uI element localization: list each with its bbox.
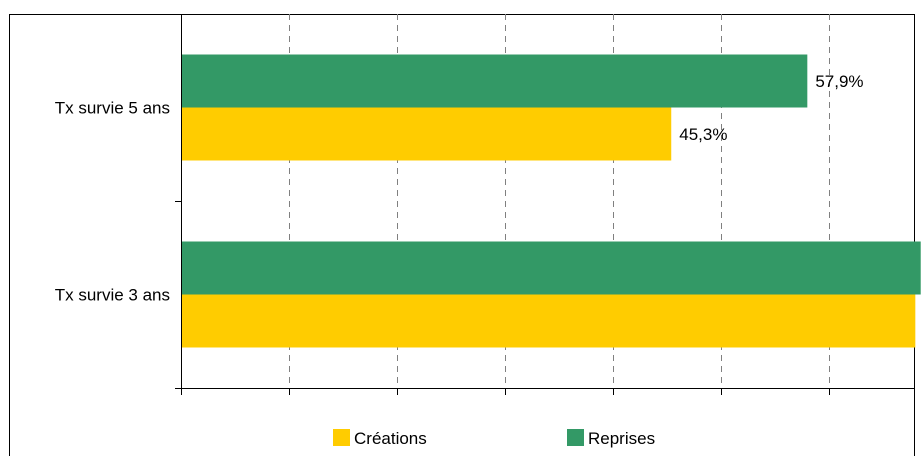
category-label: Tx survie 5 ans <box>55 99 170 118</box>
bar-créations <box>182 294 916 348</box>
category-label: Tx survie 3 ans <box>55 286 170 305</box>
bar-reprises <box>182 54 808 108</box>
legend-label: Reprises <box>588 429 655 448</box>
legend: Créations Reprises <box>333 429 655 448</box>
legend-swatch <box>567 429 584 446</box>
legend-label: Créations <box>354 429 427 448</box>
bar-reprises <box>182 241 921 295</box>
bar-créations <box>182 107 672 161</box>
legend-swatch <box>333 429 350 446</box>
axes <box>175 14 915 395</box>
data-label: 45,3% <box>679 125 727 144</box>
labels: Tx survie 5 ans 57,9% 45,3% Tx survie 3 ans… <box>55 72 864 305</box>
data-label: 57,9% <box>815 72 863 91</box>
bars <box>182 54 921 348</box>
